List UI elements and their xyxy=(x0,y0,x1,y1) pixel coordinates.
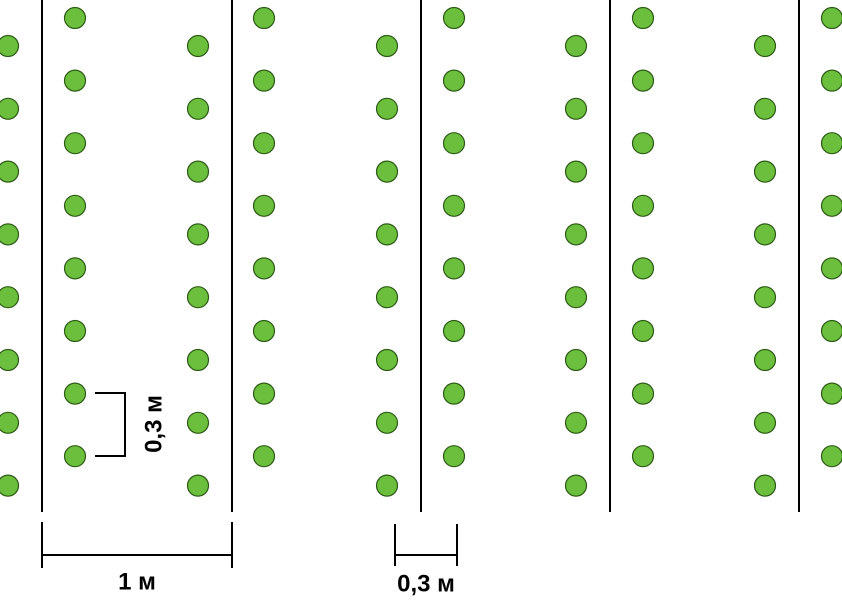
plant xyxy=(564,411,588,434)
plant xyxy=(631,6,655,30)
plant xyxy=(564,97,588,120)
plant xyxy=(442,132,466,155)
bracket xyxy=(95,392,126,457)
plant xyxy=(63,69,87,92)
plant xyxy=(0,34,20,58)
plant xyxy=(753,286,777,309)
plant xyxy=(820,382,842,405)
plant xyxy=(0,286,20,309)
plant-spacing-dimension: 0,3 м xyxy=(95,392,167,457)
row-spacing-label: 1 м xyxy=(118,568,156,595)
plant xyxy=(820,194,842,217)
plant xyxy=(564,286,588,309)
plant xyxy=(186,97,210,120)
plant xyxy=(442,257,466,280)
bracket xyxy=(41,522,233,568)
plant xyxy=(820,6,842,30)
plant xyxy=(820,69,842,92)
plant xyxy=(0,223,20,246)
plant xyxy=(631,319,655,343)
plant xyxy=(753,348,777,372)
plant xyxy=(753,411,777,434)
plant xyxy=(442,319,466,343)
plant xyxy=(820,445,842,468)
plant xyxy=(631,132,655,155)
plant xyxy=(252,257,276,280)
plant xyxy=(442,6,466,30)
plant-spacing-label: 0,3 м xyxy=(140,395,167,453)
plant xyxy=(252,69,276,92)
plant xyxy=(442,69,466,92)
plant xyxy=(820,257,842,280)
plant xyxy=(631,382,655,405)
plant xyxy=(442,382,466,405)
plant xyxy=(375,286,399,309)
plant xyxy=(186,286,210,309)
plant xyxy=(564,34,588,58)
plant xyxy=(186,474,210,497)
plant xyxy=(186,348,210,372)
plant xyxy=(375,474,399,497)
plant xyxy=(564,223,588,246)
plant xyxy=(564,348,588,372)
plant xyxy=(375,348,399,372)
plant xyxy=(753,97,777,120)
plant xyxy=(63,6,87,30)
plant xyxy=(186,34,210,58)
plant xyxy=(186,411,210,434)
plant xyxy=(252,132,276,155)
plant xyxy=(820,132,842,155)
plant xyxy=(564,474,588,497)
plant xyxy=(631,257,655,280)
plant xyxy=(0,97,20,120)
plant xyxy=(375,160,399,183)
plant xyxy=(252,445,276,468)
plants xyxy=(0,6,842,497)
plant xyxy=(63,382,87,405)
plant xyxy=(753,474,777,497)
plant xyxy=(375,34,399,58)
plant xyxy=(252,382,276,405)
plant xyxy=(442,194,466,217)
plant xyxy=(63,445,87,468)
plant xyxy=(631,69,655,92)
plant xyxy=(0,160,20,183)
plant xyxy=(753,160,777,183)
plant xyxy=(753,223,777,246)
plant xyxy=(252,194,276,217)
plant xyxy=(63,319,87,343)
bracket xyxy=(394,524,458,566)
bed-gap-label: 0,3 м xyxy=(397,570,455,597)
plant xyxy=(820,319,842,343)
plant xyxy=(375,223,399,246)
bed-gap-dimension: 0,3 м xyxy=(394,524,458,597)
plant xyxy=(631,194,655,217)
row-dividers xyxy=(41,0,800,512)
plant xyxy=(0,474,20,497)
plant xyxy=(631,445,655,468)
row-spacing-dimension: 1 м xyxy=(41,522,233,595)
plant xyxy=(0,411,20,434)
plant xyxy=(753,34,777,58)
plant xyxy=(0,348,20,372)
plant xyxy=(442,445,466,468)
plant xyxy=(252,6,276,30)
plant xyxy=(186,223,210,246)
plant xyxy=(564,160,588,183)
plant xyxy=(375,411,399,434)
plant xyxy=(63,132,87,155)
plant xyxy=(252,319,276,343)
plant xyxy=(63,194,87,217)
plant xyxy=(186,160,210,183)
plant xyxy=(63,257,87,280)
plant xyxy=(375,97,399,120)
